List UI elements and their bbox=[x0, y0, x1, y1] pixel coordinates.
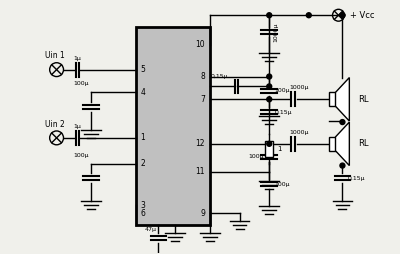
Text: 5: 5 bbox=[141, 65, 146, 74]
Text: 1µ: 1µ bbox=[74, 56, 81, 61]
Text: 9: 9 bbox=[200, 209, 205, 217]
Text: 0,15µ: 0,15µ bbox=[274, 110, 292, 115]
Text: 1: 1 bbox=[141, 133, 146, 142]
Text: 100µ: 100µ bbox=[274, 182, 290, 187]
Text: Uin 2: Uin 2 bbox=[45, 120, 64, 129]
Text: 1000µ: 1000µ bbox=[289, 85, 308, 90]
Text: 2: 2 bbox=[141, 159, 146, 168]
Text: 1000µ: 1000µ bbox=[289, 130, 308, 135]
Text: 100µ: 100µ bbox=[74, 82, 89, 86]
Text: 100µ: 100µ bbox=[249, 154, 264, 159]
Polygon shape bbox=[336, 77, 349, 121]
Circle shape bbox=[306, 13, 311, 18]
Circle shape bbox=[340, 13, 345, 18]
Text: + Vcc: + Vcc bbox=[350, 11, 375, 20]
Text: RL: RL bbox=[358, 139, 369, 148]
Text: 100µ: 100µ bbox=[274, 88, 290, 93]
Text: 3: 3 bbox=[141, 201, 146, 210]
Circle shape bbox=[340, 120, 345, 124]
Text: 10: 10 bbox=[195, 40, 205, 50]
Text: 100µ: 100µ bbox=[74, 153, 89, 158]
Circle shape bbox=[267, 84, 272, 89]
Circle shape bbox=[267, 13, 272, 18]
Text: Uin 1: Uin 1 bbox=[45, 51, 64, 60]
Circle shape bbox=[267, 74, 272, 79]
Text: 6: 6 bbox=[141, 209, 146, 217]
Bar bbox=[136, 27, 210, 225]
Circle shape bbox=[340, 13, 345, 18]
Text: 1µ: 1µ bbox=[74, 124, 81, 129]
Text: 11: 11 bbox=[196, 167, 205, 176]
Circle shape bbox=[267, 141, 272, 146]
Text: 1: 1 bbox=[277, 146, 282, 152]
Bar bbox=[328, 92, 336, 106]
Circle shape bbox=[267, 97, 272, 102]
Text: 0,15µ: 0,15µ bbox=[211, 74, 228, 78]
Bar bbox=[328, 137, 336, 151]
Circle shape bbox=[340, 163, 345, 168]
Text: RL: RL bbox=[358, 95, 369, 104]
Text: 12: 12 bbox=[196, 139, 205, 148]
Text: 47µ: 47µ bbox=[144, 227, 156, 232]
Text: 1000µ: 1000µ bbox=[273, 22, 278, 42]
Bar bbox=[265, 141, 273, 157]
Text: 4: 4 bbox=[141, 88, 146, 97]
Text: 8: 8 bbox=[200, 72, 205, 81]
Text: 7: 7 bbox=[200, 95, 205, 104]
Text: 0,15µ: 0,15µ bbox=[347, 176, 365, 181]
Polygon shape bbox=[336, 122, 349, 166]
